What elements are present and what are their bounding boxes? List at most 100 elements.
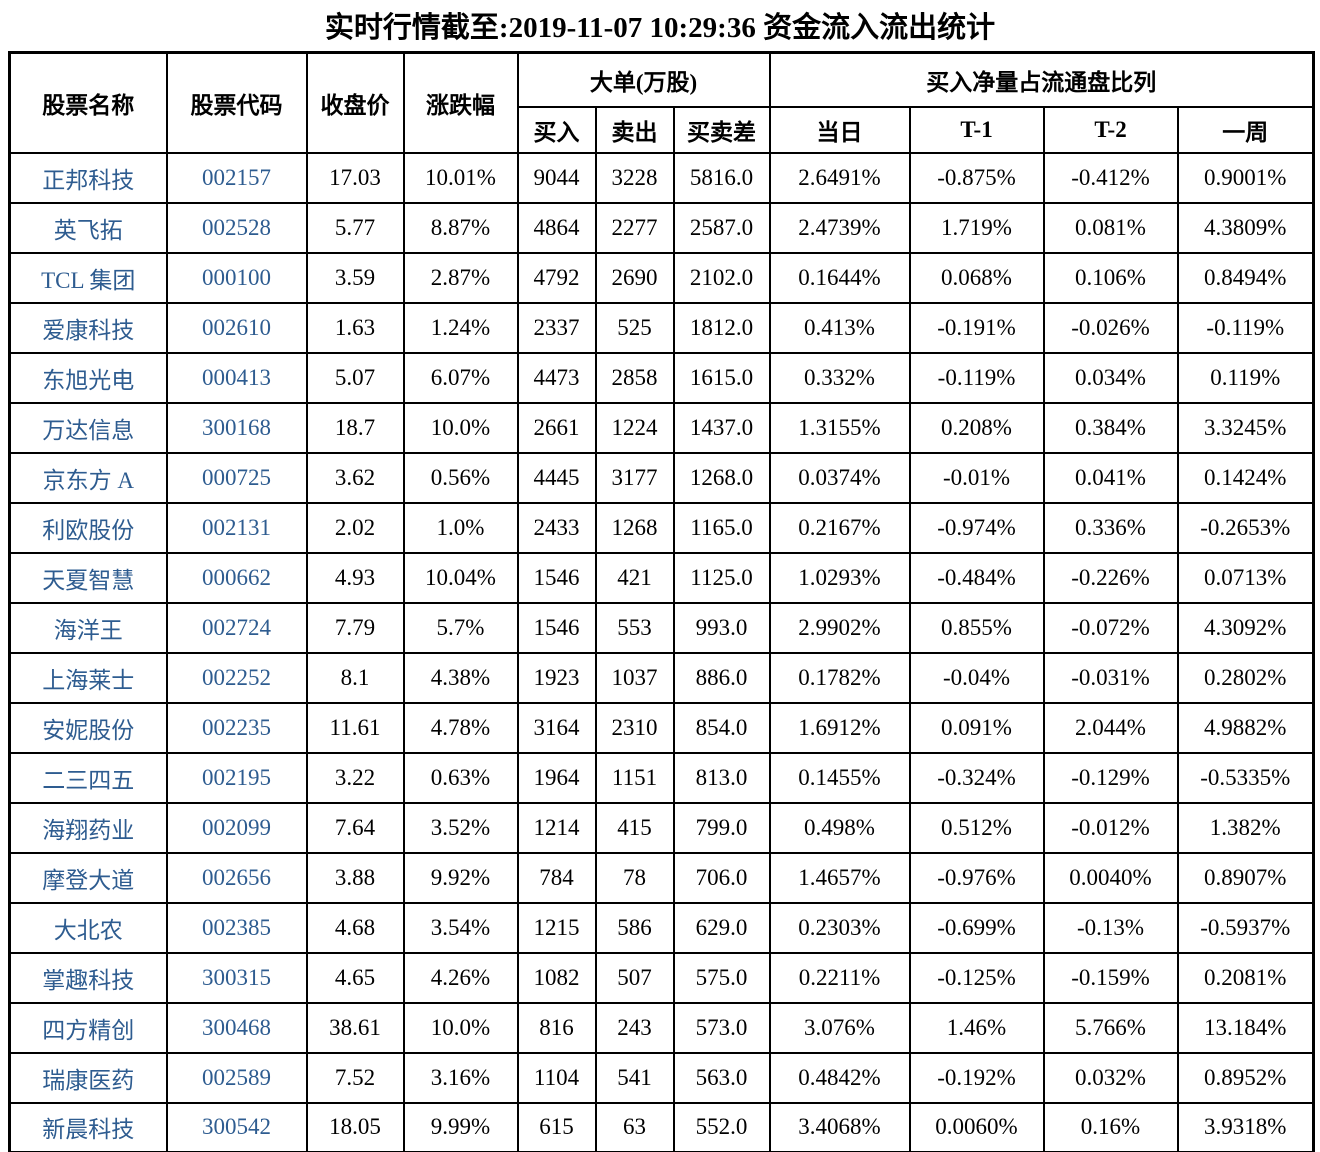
- header-row-subcolumns: 买入 卖出 买卖差 当日 T-1 T-2 一周: [10, 105, 1315, 154]
- buy-cell: 9044: [516, 151, 597, 204]
- sell-cell: 586: [594, 901, 675, 954]
- change-pct-cell: 8.87%: [402, 201, 519, 254]
- stock-name-cell: 瑞康医药: [8, 1051, 168, 1104]
- close-price-cell: 3.88: [305, 851, 405, 904]
- stock-name-cell: 二三四五: [8, 751, 168, 804]
- sell-cell: 2690: [594, 251, 675, 304]
- buy-cell: 4473: [516, 351, 597, 404]
- sell-cell: 2310: [594, 701, 675, 754]
- change-pct-cell: 10.0%: [402, 401, 519, 454]
- buy-cell: 2661: [516, 401, 597, 454]
- table-row: 二三四五 002195 3.22 0.63% 1964 1151 813.0 0.1455% -…: [8, 751, 1315, 804]
- col-header-sell: 卖出: [594, 105, 675, 154]
- week-pct-cell: 4.3092%: [1176, 601, 1315, 654]
- close-price-cell: 18.05: [305, 1101, 405, 1152]
- table-row: 万达信息 300168 18.7 10.0% 2661 1224 1437.0 1.3155%…: [8, 401, 1315, 454]
- buy-sell-diff-cell: 2587.0: [672, 201, 771, 254]
- t1-pct-cell: 0.091%: [908, 701, 1045, 754]
- today-pct-cell: 0.2303%: [768, 901, 911, 954]
- close-price-cell: 3.22: [305, 751, 405, 804]
- t2-pct-cell: 0.336%: [1042, 501, 1179, 554]
- table-row: 海洋王 002724 7.79 5.7% 1546 553 993.0 2.9902% 0.85…: [8, 601, 1315, 654]
- stock-name-cell: 海洋王: [8, 601, 168, 654]
- table-row: 英飞拓 002528 5.77 8.87% 4864 2277 2587.0 2.4739% 1…: [8, 201, 1315, 254]
- change-pct-cell: 0.56%: [402, 451, 519, 504]
- week-pct-cell: 0.0713%: [1176, 551, 1315, 604]
- t1-pct-cell: -0.875%: [908, 151, 1045, 204]
- t2-pct-cell: 2.044%: [1042, 701, 1179, 754]
- close-price-cell: 5.07: [305, 351, 405, 404]
- t2-pct-cell: 0.034%: [1042, 351, 1179, 404]
- buy-cell: 816: [516, 1001, 597, 1054]
- sell-cell: 415: [594, 801, 675, 854]
- today-pct-cell: 2.4739%: [768, 201, 911, 254]
- change-pct-cell: 2.87%: [402, 251, 519, 304]
- t2-pct-cell: -0.026%: [1042, 301, 1179, 354]
- table-row: 利欧股份 002131 2.02 1.0% 2433 1268 1165.0 0.2167% -…: [8, 501, 1315, 554]
- buy-sell-diff-cell: 886.0: [672, 651, 771, 704]
- change-pct-cell: 10.0%: [402, 1001, 519, 1054]
- buy-cell: 1215: [516, 901, 597, 954]
- col-header-buy: 买入: [516, 105, 597, 154]
- buy-cell: 1214: [516, 801, 597, 854]
- buy-sell-diff-cell: 563.0: [672, 1051, 771, 1104]
- table-row: 摩登大道 002656 3.88 9.92% 784 78 706.0 1.4657% -0.9…: [8, 851, 1315, 904]
- stock-code-cell: 300468: [165, 1001, 308, 1054]
- col-header-buy-sell-diff: 买卖差: [672, 105, 771, 154]
- table-row: 安妮股份 002235 11.61 4.78% 3164 2310 854.0 1.6912%…: [8, 701, 1315, 754]
- sell-cell: 2858: [594, 351, 675, 404]
- stock-name-cell: 掌趣科技: [8, 951, 168, 1004]
- change-pct-cell: 5.7%: [402, 601, 519, 654]
- week-pct-cell: 4.3809%: [1176, 201, 1315, 254]
- sell-cell: 507: [594, 951, 675, 1004]
- close-price-cell: 7.52: [305, 1051, 405, 1104]
- sell-cell: 1151: [594, 751, 675, 804]
- stock-name-cell: 东旭光电: [8, 351, 168, 404]
- header-row-groups: 股票名称 股票代码 收盘价 涨跌幅 大单(万股) 买入净量占流通盘比列: [8, 51, 1315, 154]
- stock-code-cell: 002195: [165, 751, 308, 804]
- today-pct-cell: 3.4068%: [768, 1101, 911, 1152]
- sell-cell: 1268: [594, 501, 675, 554]
- week-pct-cell: 13.184%: [1176, 1001, 1315, 1054]
- table-header: 股票名称 股票代码 收盘价 涨跌幅 大单(万股) 买入净量占流通盘比列 买入 卖…: [8, 51, 1315, 154]
- buy-cell: 2433: [516, 501, 597, 554]
- stock-name-cell: 四方精创: [8, 1001, 168, 1054]
- table-row: 大北农 002385 4.68 3.54% 1215 586 629.0 0.2303% -0.…: [8, 901, 1315, 954]
- week-pct-cell: -0.119%: [1176, 301, 1315, 354]
- table-row: 东旭光电 000413 5.07 6.07% 4473 2858 1615.0 0.332% -…: [8, 351, 1315, 404]
- col-header-today: 当日: [768, 105, 911, 154]
- stock-name-cell: 英飞拓: [8, 201, 168, 254]
- stock-code-cell: 002528: [165, 201, 308, 254]
- t2-pct-cell: 5.766%: [1042, 1001, 1179, 1054]
- close-price-cell: 2.02: [305, 501, 405, 554]
- week-pct-cell: 0.1424%: [1176, 451, 1315, 504]
- today-pct-cell: 0.332%: [768, 351, 911, 404]
- stock-name-cell: 摩登大道: [8, 851, 168, 904]
- buy-sell-diff-cell: 1615.0: [672, 351, 771, 404]
- t2-pct-cell: -0.031%: [1042, 651, 1179, 704]
- week-pct-cell: 0.2081%: [1176, 951, 1315, 1004]
- week-pct-cell: 3.3245%: [1176, 401, 1315, 454]
- close-price-cell: 1.63: [305, 301, 405, 354]
- stock-code-cell: 000662: [165, 551, 308, 604]
- t1-pct-cell: 1.46%: [908, 1001, 1045, 1054]
- table-body: 正邦科技 002157 17.03 10.01% 9044 3228 5816.0 2.649…: [8, 151, 1315, 1152]
- t2-pct-cell: -0.012%: [1042, 801, 1179, 854]
- t2-pct-cell: -0.072%: [1042, 601, 1179, 654]
- buy-sell-diff-cell: 575.0: [672, 951, 771, 1004]
- t1-pct-cell: -0.699%: [908, 901, 1045, 954]
- buy-sell-diff-cell: 1268.0: [672, 451, 771, 504]
- sell-cell: 553: [594, 601, 675, 654]
- buy-cell: 3164: [516, 701, 597, 754]
- today-pct-cell: 0.498%: [768, 801, 911, 854]
- stock-name-cell: 爱康科技: [8, 301, 168, 354]
- buy-cell: 4792: [516, 251, 597, 304]
- col-header-close-price: 收盘价: [305, 51, 405, 154]
- week-pct-cell: 3.9318%: [1176, 1101, 1315, 1152]
- stock-code-cell: 002099: [165, 801, 308, 854]
- week-pct-cell: 0.8952%: [1176, 1051, 1315, 1104]
- sell-cell: 1037: [594, 651, 675, 704]
- close-price-cell: 18.7: [305, 401, 405, 454]
- change-pct-cell: 1.0%: [402, 501, 519, 554]
- buy-sell-diff-cell: 799.0: [672, 801, 771, 854]
